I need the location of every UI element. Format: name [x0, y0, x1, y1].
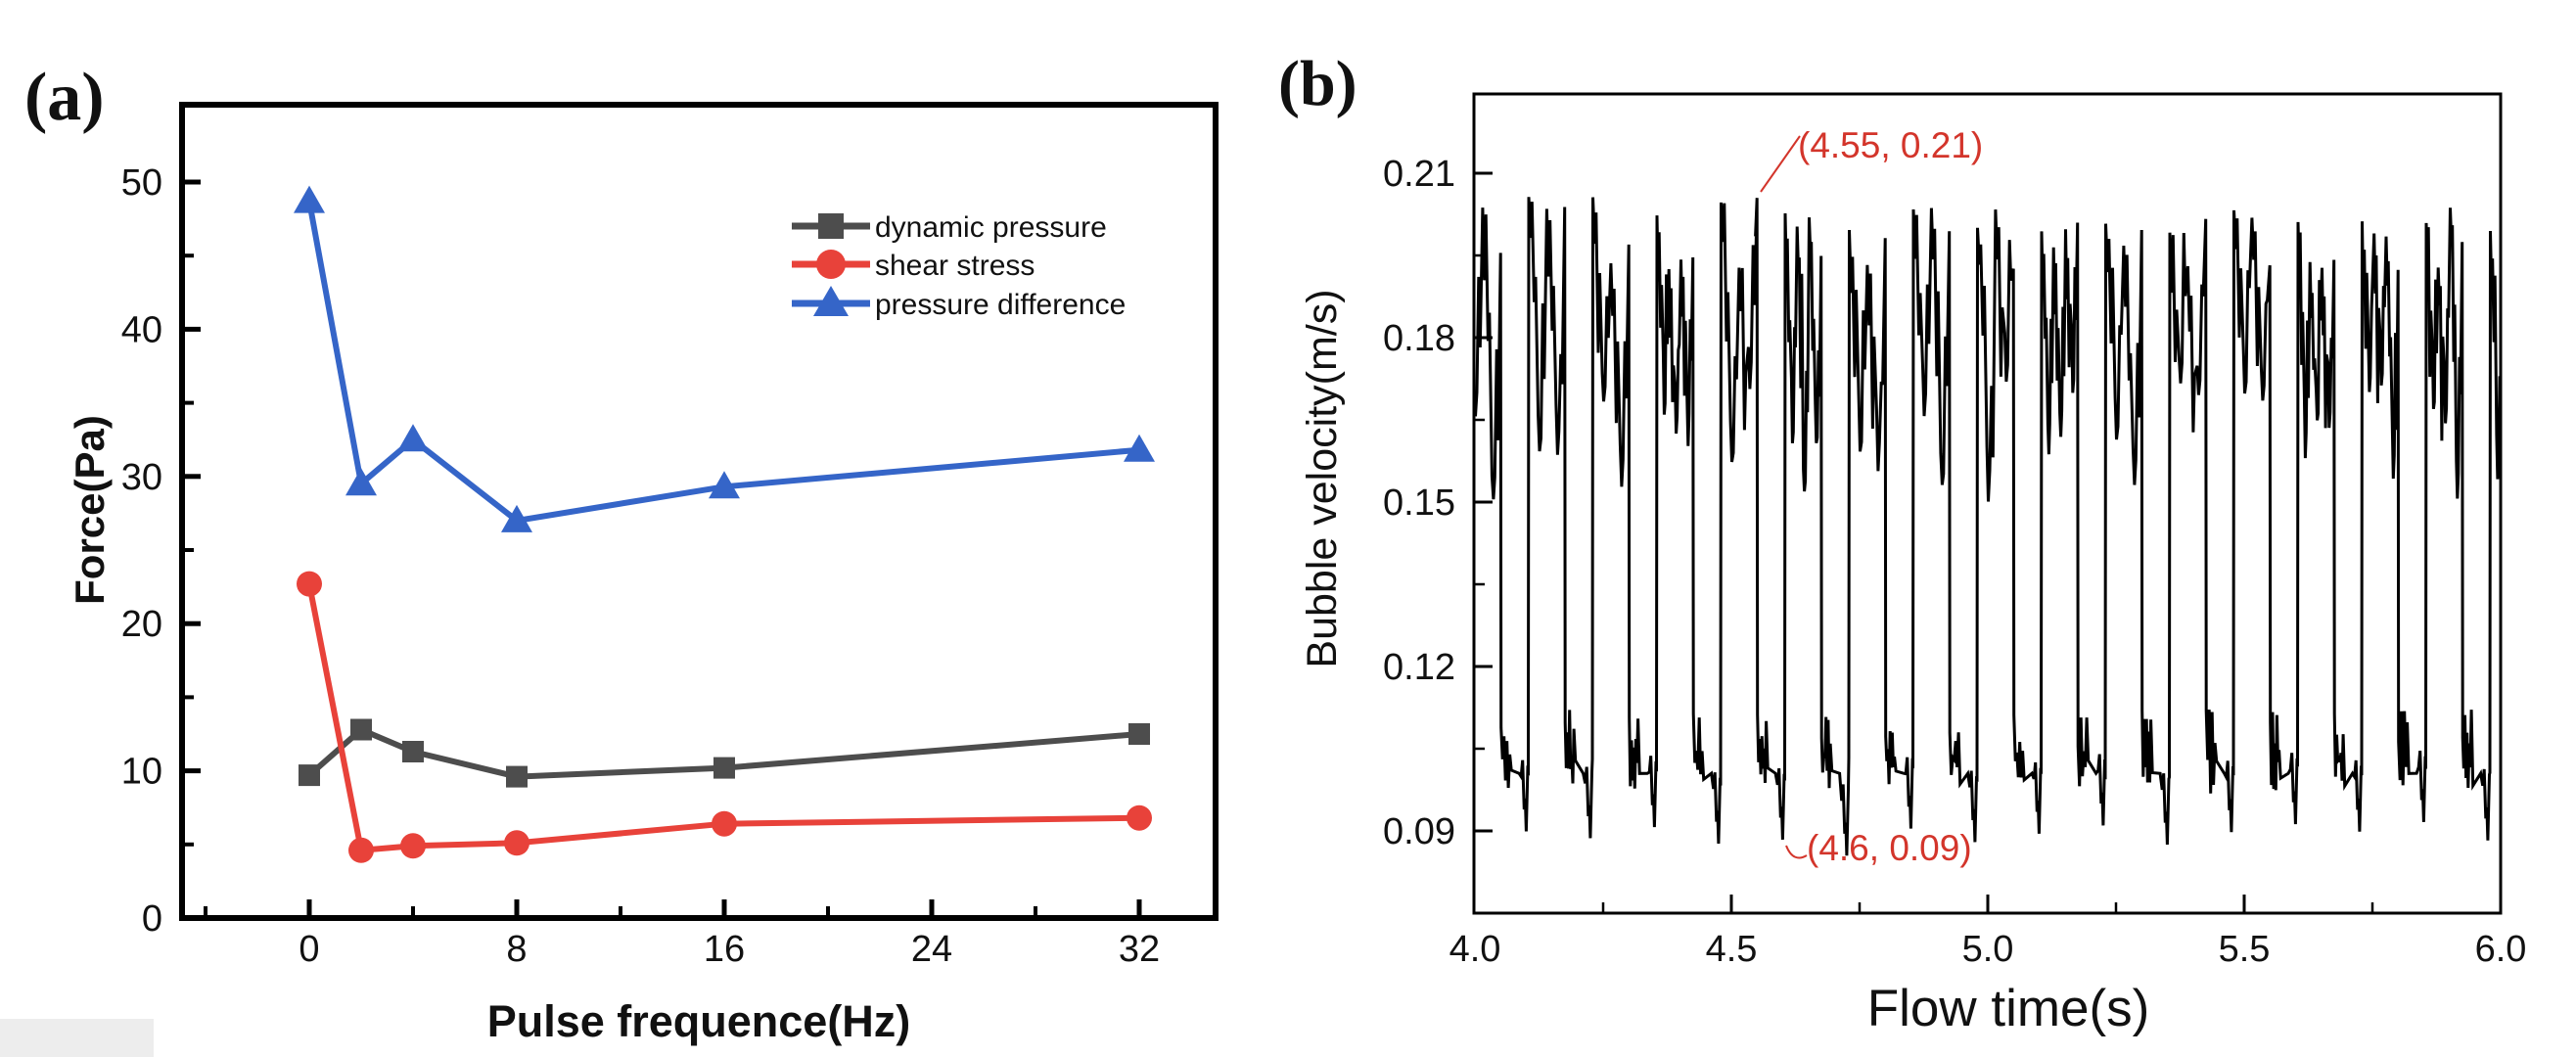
svg-text:0: 0: [142, 898, 162, 940]
svg-text:pressure difference: pressure difference: [875, 289, 1126, 321]
svg-text:Bubble velocity(m/s): Bubble velocity(m/s): [1299, 289, 1346, 667]
svg-text:5.0: 5.0: [1962, 929, 2014, 970]
svg-text:(b): (b): [1278, 48, 1357, 119]
svg-text:20: 20: [121, 604, 162, 645]
svg-text:50: 50: [121, 162, 162, 204]
svg-text:0.15: 0.15: [1383, 483, 1455, 524]
svg-text:4.5: 4.5: [1706, 929, 1758, 970]
svg-text:0: 0: [299, 929, 319, 970]
svg-text:16: 16: [704, 929, 745, 970]
svg-text:dynamic pressure: dynamic pressure: [875, 211, 1107, 244]
svg-text:0.09: 0.09: [1383, 811, 1455, 852]
svg-text:0.21: 0.21: [1383, 154, 1455, 195]
svg-text:0.18: 0.18: [1383, 318, 1455, 359]
svg-text:Flow time(s): Flow time(s): [1867, 980, 2150, 1037]
svg-text:0.12: 0.12: [1383, 647, 1455, 688]
svg-text:8: 8: [506, 929, 527, 970]
svg-text:Pulse frequence(Hz): Pulse frequence(Hz): [487, 996, 911, 1046]
svg-text:10: 10: [121, 752, 162, 793]
svg-text:(4.6, 0.09): (4.6, 0.09): [1807, 828, 1972, 868]
svg-text:30: 30: [121, 457, 162, 498]
svg-text:40: 40: [121, 309, 162, 350]
svg-text:32: 32: [1119, 929, 1160, 970]
svg-text:(a): (a): [24, 60, 105, 135]
svg-text:(4.55, 0.21): (4.55, 0.21): [1798, 125, 1983, 165]
svg-text:5.5: 5.5: [2219, 929, 2271, 970]
svg-text:4.0: 4.0: [1449, 929, 1501, 970]
svg-text:Force(Pa): Force(Pa): [67, 415, 113, 605]
svg-text:shear stress: shear stress: [875, 250, 1035, 282]
svg-text:24: 24: [911, 929, 952, 970]
svg-text:6.0: 6.0: [2475, 929, 2527, 970]
